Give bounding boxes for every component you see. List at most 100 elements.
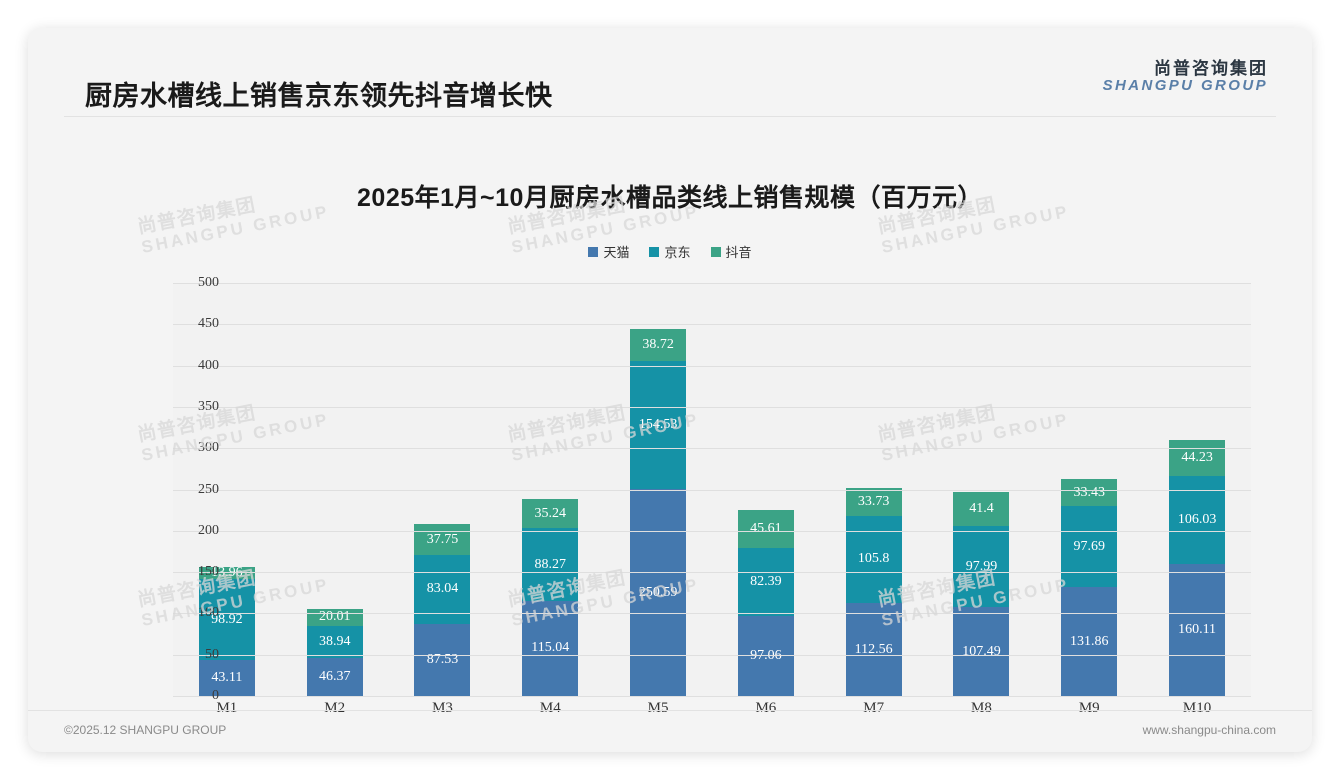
y-axis-tick-label: 500 — [198, 275, 219, 290]
gridline — [173, 406, 1251, 408]
bar-value-label: 88.27 — [534, 556, 567, 572]
x-axis-label-M4: M4 — [539, 700, 561, 716]
bar-segment-天猫[interactable]: 97.06 — [737, 615, 794, 696]
y-axis-tick-label: 100 — [198, 605, 219, 621]
legend-swatch-icon — [710, 246, 721, 257]
bar-group: 13.96 98.92 43.11 20.01 38.94 46.37 37.75 83.04… — [173, 283, 1251, 696]
y-axis-tick-label: 50 — [205, 646, 219, 662]
bar-value-label: 38.94 — [318, 633, 351, 649]
bar-segment-京东[interactable]: 98.92 — [198, 578, 255, 661]
chart-title: 2025年1月~10月厨房水槽品类线上销售规模（百万元） — [357, 184, 983, 212]
gridline — [173, 530, 1251, 532]
chart-plot-area: 13.96 98.92 43.11 20.01 38.94 46.37 37.75 83.04… — [173, 283, 1251, 697]
bar-segment-京东[interactable]: 154.53 — [630, 361, 687, 490]
bar-value-label: 131.86 — [1070, 633, 1109, 649]
bar-column-M6[interactable]: 45.61 82.39 97.06 — [737, 283, 794, 696]
gridline — [173, 365, 1251, 367]
bar-segment-京东[interactable]: 106.03 — [1169, 476, 1226, 564]
x-axis-label-M6: M6 — [755, 700, 777, 716]
y-axis-tick-label: 0 — [212, 688, 219, 703]
bar-column-M3[interactable]: 37.75 83.04 87.53 — [414, 283, 471, 696]
bar-segment-京东[interactable]: 83.04 — [414, 555, 471, 624]
gridline — [173, 613, 1251, 615]
bar-segment-抖音[interactable]: 33.43 — [1061, 478, 1118, 507]
bar-column-M4[interactable]: 35.24 88.27 115.04 — [522, 283, 579, 696]
bar-value-label: 112.56 — [854, 641, 893, 657]
bar-segment-抖音[interactable]: 33.73 — [845, 487, 902, 516]
bar-segment-京东[interactable]: 88.27 — [522, 528, 579, 601]
bar-value-label: 154.53 — [638, 417, 678, 433]
bar-value-label: 45.61 — [750, 520, 782, 536]
bar-segment-京东[interactable]: 38.94 — [306, 625, 363, 658]
x-axis-label-M5: M5 — [647, 700, 669, 716]
bar-segment-天猫[interactable]: 131.86 — [1061, 587, 1118, 696]
slide-card: 厨房水槽线上销售京东领先抖音增长快 尚普咨询集团 SHANGPU GROUP 2… — [28, 28, 1312, 752]
gridline — [173, 654, 1251, 656]
bar-segment-天猫[interactable]: 250.59 — [630, 489, 687, 696]
bar-column-M5[interactable]: 38.72 154.53 250.59 — [630, 283, 687, 696]
bar-column-M8[interactable]: 41.4 97.99 107.49 — [953, 283, 1010, 696]
legend-item-抖音[interactable]: 抖音 — [710, 242, 752, 261]
y-axis-tick-label: 450 — [198, 316, 219, 332]
bar-value-label: 115.04 — [531, 640, 570, 656]
bar-segment-抖音[interactable]: 45.61 — [737, 510, 794, 548]
bar-segment-京东[interactable]: 105.8 — [845, 515, 902, 604]
gridline — [173, 448, 1251, 450]
bar-segment-天猫[interactable]: 160.11 — [1169, 563, 1226, 696]
bar-column-M2[interactable]: 20.01 38.94 46.37 — [306, 283, 363, 696]
website-url: www.shangpu-china.com — [1142, 723, 1276, 737]
bar-segment-天猫[interactable]: 107.49 — [953, 607, 1010, 696]
bar-value-label: 37.75 — [426, 531, 459, 547]
legend-label: 抖音 — [725, 245, 752, 260]
bar-value-label: 46.37 — [318, 668, 351, 684]
legend-swatch-icon — [588, 246, 599, 257]
y-axis-tick-label: 150 — [198, 564, 219, 580]
bar-value-label: 97.99 — [965, 558, 998, 574]
bar-segment-天猫[interactable]: 43.11 — [198, 660, 255, 696]
bar-segment-天猫[interactable]: 87.53 — [414, 623, 471, 696]
bar-value-label: 44.23 — [1181, 449, 1213, 465]
legend-label: 京东 — [664, 245, 691, 260]
bar-segment-京东[interactable]: 97.69 — [1061, 506, 1118, 588]
bar-segment-抖音[interactable]: 20.01 — [306, 609, 363, 626]
bar-value-label: 107.49 — [962, 643, 1001, 659]
bar-segment-天猫[interactable]: 112.56 — [845, 603, 902, 696]
y-axis-tick-label: 400 — [198, 357, 219, 373]
bar-value-label: 106.03 — [1177, 511, 1217, 527]
bar-segment-天猫[interactable]: 115.04 — [522, 600, 579, 696]
bar-value-label: 38.72 — [642, 337, 674, 353]
bar-column-M9[interactable]: 33.43 97.69 131.86 — [1061, 283, 1118, 696]
legend-item-天猫[interactable]: 天猫 — [588, 242, 629, 261]
bar-value-label: 97.69 — [1073, 538, 1106, 554]
bar-segment-京东[interactable]: 82.39 — [737, 547, 794, 616]
x-axis-label-M8: M8 — [971, 700, 992, 716]
bar-value-label: 105.8 — [857, 551, 890, 567]
bar-value-label: 33.73 — [857, 493, 890, 509]
bar-value-label: 97.06 — [750, 647, 782, 663]
bar-value-label: 43.11 — [211, 670, 243, 686]
logo-english-text: SHANGPU GROUP — [1102, 76, 1268, 94]
bar-segment-抖音[interactable]: 44.23 — [1169, 439, 1226, 477]
gridline — [173, 324, 1251, 326]
bar-segment-抖音[interactable]: 35.24 — [522, 498, 579, 529]
x-axis-label-M9: M9 — [1078, 700, 1100, 716]
x-axis-labels: M1 M2 M3 M4 M5 M6 M7 M8 M9 M10 — [173, 700, 1251, 717]
bar-value-label: 33.43 — [1073, 484, 1106, 500]
gridline — [173, 283, 1251, 284]
bar-column-M1[interactable]: 13.96 98.92 43.11 — [198, 283, 255, 696]
bar-segment-京东[interactable]: 97.99 — [953, 526, 1010, 608]
bar-segment-抖音[interactable]: 41.4 — [953, 492, 1010, 527]
legend-item-京东[interactable]: 京东 — [649, 242, 691, 261]
chart-legend: 天猫 京东 抖音 — [28, 242, 1312, 261]
x-axis-label-M2: M2 — [324, 700, 346, 716]
bar-segment-天猫[interactable]: 46.37 — [306, 657, 363, 696]
legend-label: 天猫 — [603, 245, 630, 260]
x-axis-label-M7: M7 — [863, 700, 885, 716]
bar-column-M7[interactable]: 33.73 105.8 112.56 — [845, 283, 902, 696]
gridline — [173, 489, 1251, 491]
bar-column-M10[interactable]: 44.23 106.03 160.11 — [1169, 283, 1226, 696]
bar-segment-抖音[interactable]: 37.75 — [414, 523, 471, 556]
bar-segment-抖音[interactable]: 38.72 — [630, 329, 687, 362]
bar-value-label: 20.01 — [318, 609, 351, 625]
header-divider — [64, 116, 1276, 117]
